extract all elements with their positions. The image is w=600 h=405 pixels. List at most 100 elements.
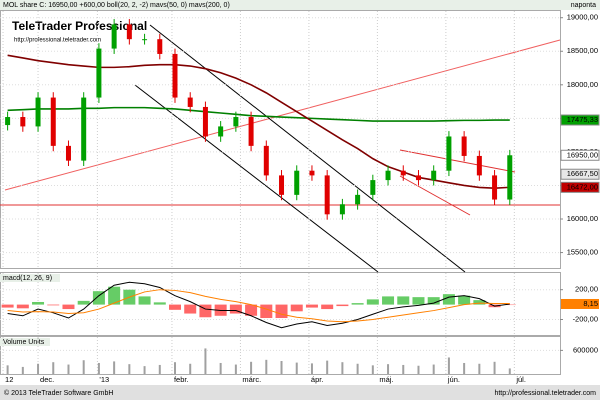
x-tick-label: 12	[5, 375, 13, 384]
macd-histogram-bar	[382, 296, 394, 304]
candle-body	[5, 117, 10, 125]
footer-right: http://professional.teletrader.com	[494, 390, 596, 397]
x-tick-label: jún.	[447, 375, 460, 384]
candle-body	[142, 39, 147, 40]
price-label: 16472,00	[567, 182, 598, 191]
x-tick-label: febr.	[174, 375, 189, 384]
volume-bar	[144, 366, 146, 374]
candle-body	[370, 180, 375, 195]
chart-title: MOL share C: 16950,00 +600,00 boll(20, 2…	[3, 2, 230, 9]
x-tick-label: dec.	[40, 375, 54, 384]
candle-body	[81, 98, 86, 161]
footer-left: © 2013 TeleTrader Software GmbH	[4, 389, 113, 397]
volume-bar	[281, 361, 283, 374]
macd-histogram-bar	[352, 303, 364, 304]
volume-bar	[372, 365, 374, 374]
y-tick-label: 15500,00	[567, 248, 598, 257]
candle-body	[20, 117, 25, 126]
candle-body	[279, 175, 284, 194]
y-tick-label: -200,00	[573, 314, 598, 323]
volume-bar	[417, 366, 419, 374]
volume-bar	[387, 364, 389, 374]
macd-histogram-bar	[184, 305, 196, 314]
candle-body	[51, 98, 56, 146]
macd-histogram-bar	[367, 299, 379, 304]
macd-histogram-bar	[17, 305, 29, 309]
candle-body	[492, 175, 497, 199]
volume-bar	[113, 361, 115, 374]
candle-body	[249, 117, 254, 146]
volume-bar	[326, 361, 328, 374]
volume-bar	[433, 365, 435, 374]
volume-bar	[265, 360, 267, 374]
candle-body	[96, 49, 101, 98]
candle-body	[446, 136, 451, 170]
candle-body	[157, 39, 162, 54]
candle-body	[507, 155, 512, 199]
price-label: 16950,00	[567, 150, 598, 159]
candle-body	[294, 171, 299, 195]
candle-body	[462, 136, 467, 155]
candle-body	[127, 24, 132, 39]
y-tick-label: 18000,00	[567, 80, 598, 89]
volume-bar	[402, 365, 404, 374]
candle-body	[477, 156, 482, 175]
volume-bar	[341, 362, 343, 374]
macd-histogram-bar	[412, 297, 424, 304]
macd-histogram-bar	[276, 305, 288, 318]
x-tick-label: ápr.	[311, 375, 324, 384]
volume-bar	[22, 367, 24, 374]
macd-histogram-bar	[321, 305, 333, 309]
volume-bar	[357, 364, 359, 374]
volume-bar	[220, 363, 222, 374]
macd-histogram-bar	[306, 305, 318, 308]
y-tick-label: 600000	[573, 345, 598, 354]
volume-bar	[189, 364, 191, 374]
macd-histogram-bar	[291, 305, 303, 312]
macd-last-label: 8,15	[583, 299, 598, 308]
watermark-url: http://professional.teletrader.com	[14, 38, 101, 44]
y-tick-label: 18500,00	[567, 46, 598, 55]
y-tick-label: 200,00	[575, 285, 598, 294]
candle-body	[355, 195, 360, 204]
volume-bar	[448, 357, 450, 374]
price-label: 16667,50	[567, 169, 598, 178]
candle-body	[66, 146, 71, 161]
macd-histogram-bar	[260, 305, 272, 318]
candle-body	[203, 107, 208, 137]
macd-histogram-bar	[2, 305, 14, 308]
volume-bar	[509, 368, 511, 374]
candle-body	[401, 171, 406, 176]
candle-body	[431, 171, 436, 180]
macd-title: macd(12, 26, 9)	[3, 275, 52, 282]
y-tick-label: 16000,00	[567, 214, 598, 223]
volume-bar	[494, 362, 496, 374]
volume-bar	[296, 363, 298, 374]
macd-histogram-bar	[443, 294, 455, 304]
volume-bar	[250, 362, 252, 374]
volume-bar	[235, 365, 237, 374]
y-tick-label: 19000,00	[567, 13, 598, 22]
macd-histogram-bar	[458, 296, 470, 305]
candle-body	[112, 24, 117, 48]
x-tick-label: júl.	[515, 375, 526, 384]
candle-body	[218, 126, 223, 136]
macd-histogram-bar	[154, 302, 166, 304]
interval: naponta	[571, 2, 596, 9]
volume-bar	[311, 363, 313, 374]
candle-body	[416, 175, 421, 180]
price-label: 17475,33	[567, 115, 598, 124]
volume-bar	[463, 363, 465, 374]
macd-histogram-bar	[47, 305, 59, 306]
candle-body	[340, 204, 345, 214]
macd-histogram-bar	[62, 305, 74, 309]
macd-histogram-bar	[397, 296, 409, 304]
macd-histogram-bar	[336, 305, 348, 306]
macd-histogram-bar	[139, 296, 151, 304]
x-tick-label: '13	[99, 375, 109, 384]
macd-histogram-bar	[32, 302, 44, 305]
volume-bar	[52, 362, 54, 374]
volume-title: Volume Units	[3, 339, 45, 346]
volume-bar	[98, 363, 100, 374]
candle-body	[36, 98, 41, 127]
